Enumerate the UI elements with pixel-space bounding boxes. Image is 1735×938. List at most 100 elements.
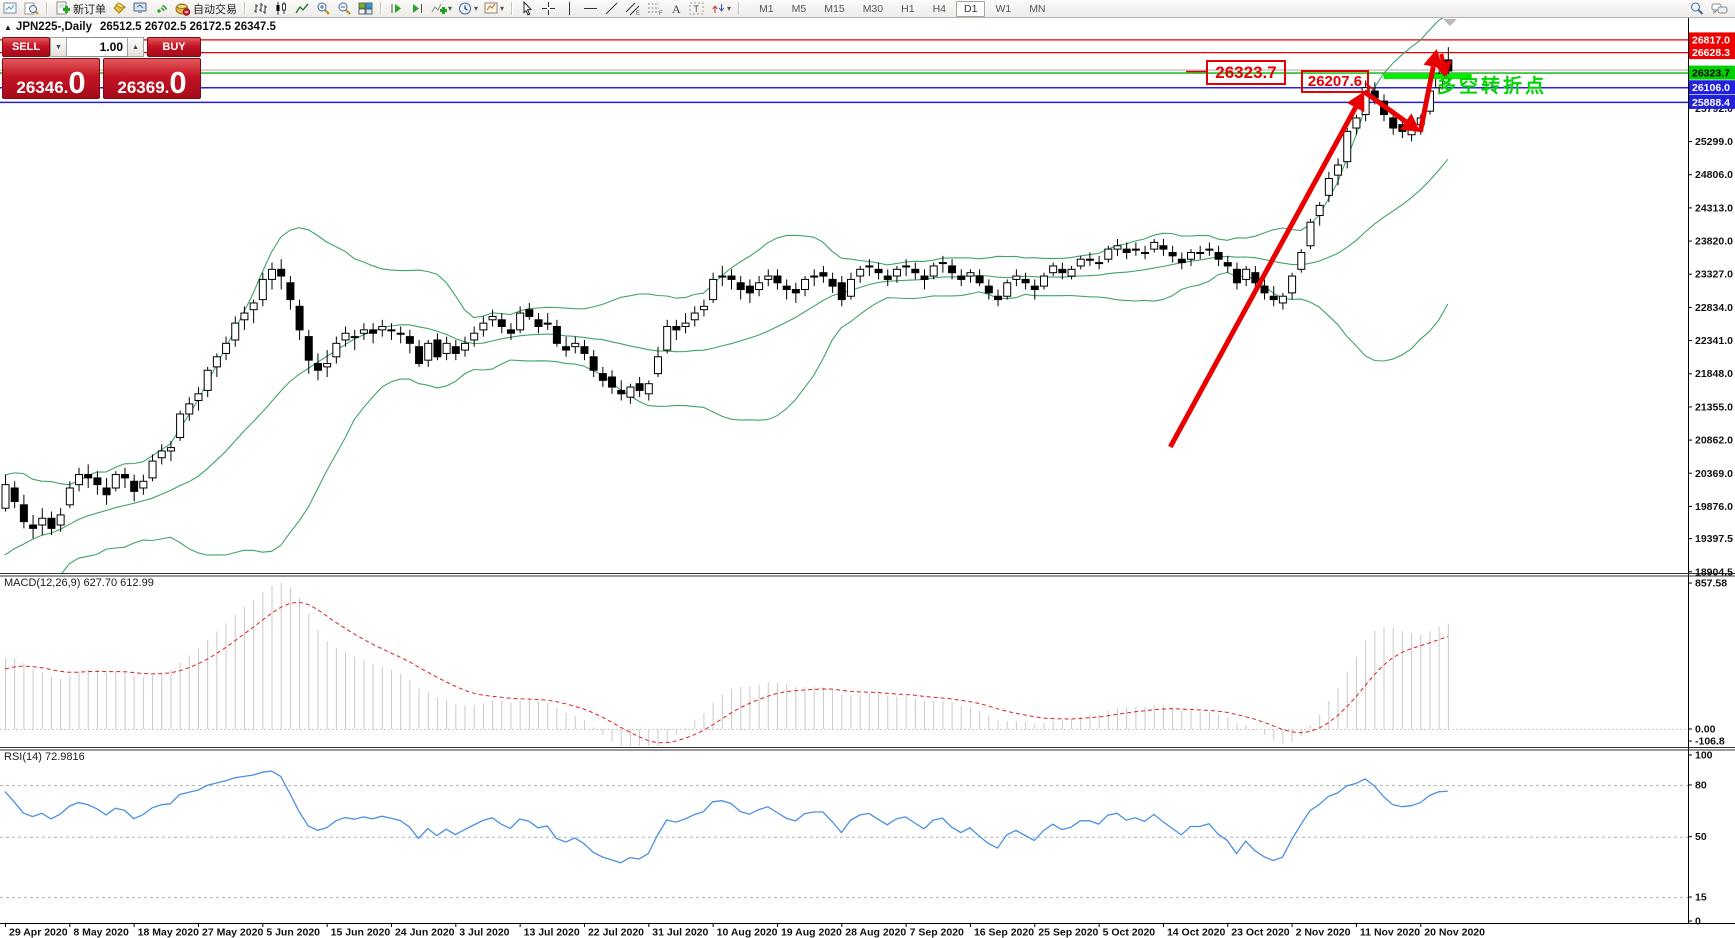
svg-text:19876.0: 19876.0	[1695, 501, 1733, 513]
channel-tool-icon[interactable]: E	[622, 1, 644, 17]
candle	[892, 268, 901, 277]
text-label-tool-icon[interactable]: T	[686, 1, 708, 17]
candle	[479, 322, 488, 331]
chart-shift-marker[interactable]	[1443, 19, 1457, 26]
timeframe-W1[interactable]: W1	[995, 2, 1012, 15]
volume-decrease-button[interactable]: ▼	[50, 37, 67, 57]
search-icon[interactable]	[1686, 1, 1708, 17]
timeframe-H4[interactable]: H4	[932, 2, 946, 15]
price-label-box-26323[interactable]: 26323.7	[1206, 60, 1286, 85]
candle	[157, 450, 166, 459]
crosshair-tool-icon[interactable]	[538, 1, 559, 17]
buy-button[interactable]: BUY	[147, 37, 201, 57]
price-label-box-26207[interactable]: 26207.6	[1301, 70, 1369, 93]
candle	[1030, 285, 1039, 291]
buy-price[interactable]: 26369. 0	[103, 58, 201, 99]
candle	[534, 319, 543, 328]
candle	[1260, 285, 1269, 294]
candle	[828, 278, 837, 287]
candle	[102, 487, 111, 496]
svg-text:0.00: 0.00	[1695, 724, 1716, 736]
trendline-tool-icon[interactable]	[601, 1, 622, 17]
volume-increase-button[interactable]: ▲	[127, 37, 144, 57]
candle	[562, 346, 571, 351]
candle	[1168, 251, 1177, 257]
candle	[1113, 245, 1122, 250]
trend-arrow[interactable]	[1362, 89, 1408, 124]
trend-arrow[interactable]	[1168, 106, 1358, 449]
timeframe-H1[interactable]: H1	[901, 2, 915, 15]
dropdown-caret-icon: ▾	[500, 4, 505, 13]
autotrading-button[interactable]: 自动交易	[172, 1, 240, 17]
candle	[10, 487, 19, 502]
line-chart-icon[interactable]	[292, 1, 313, 17]
candle	[415, 346, 424, 365]
candle	[966, 272, 975, 277]
arrows-tool-icon[interactable]: ▾	[708, 1, 734, 17]
toolbar-right-icons	[1686, 1, 1735, 17]
candle	[1352, 117, 1361, 129]
terminal-icon[interactable]	[130, 1, 151, 17]
collapse-icon[interactable]: ▲	[4, 23, 12, 32]
styler-icon[interactable]	[109, 1, 130, 17]
candle	[304, 336, 313, 361]
svg-text:25 Sep 2020: 25 Sep 2020	[1038, 927, 1098, 938]
candle	[571, 342, 580, 348]
volume-input[interactable]	[67, 37, 127, 57]
vertical-line-tool-icon[interactable]	[559, 1, 580, 17]
dropdown-caret-icon: ▾	[474, 4, 479, 13]
svg-text:24806.0: 24806.0	[1695, 169, 1733, 181]
candle	[19, 504, 28, 523]
periods-icon[interactable]: ▾	[455, 1, 481, 17]
cursor-tool-icon[interactable]	[517, 1, 538, 17]
trend-arrow[interactable]	[1417, 66, 1436, 133]
candle	[699, 305, 708, 311]
tile-windows-icon[interactable]	[355, 1, 376, 17]
timeframe-M15[interactable]: M15	[824, 2, 845, 15]
candle	[801, 278, 810, 291]
svg-text:15: 15	[1695, 892, 1707, 904]
candle	[1223, 262, 1232, 267]
trend-arrow-head	[1399, 113, 1421, 133]
dropdown-caret-icon: ▾	[727, 4, 732, 13]
charts-panel-icon[interactable]	[0, 1, 21, 17]
new-order-button[interactable]: 新订单	[52, 1, 109, 17]
sell-button[interactable]: SELL	[2, 37, 50, 57]
candle	[396, 332, 405, 335]
candle	[837, 282, 846, 301]
timeframe-MN[interactable]: MN	[1029, 2, 1046, 15]
candle	[506, 329, 515, 334]
bar-chart-icon[interactable]	[250, 1, 271, 17]
zoom-in-icon[interactable]	[313, 1, 334, 17]
indicators-icon[interactable]: ▾	[428, 1, 455, 17]
timeframe-D1[interactable]: D1	[956, 0, 986, 17]
fibonacci-tool-icon[interactable]: F	[644, 1, 666, 17]
timeframe-M30[interactable]: M30	[862, 2, 884, 15]
bollinger-middle-band	[4, 158, 1449, 556]
auto-scroll-icon[interactable]	[386, 1, 407, 17]
zoom-out-icon[interactable]	[334, 1, 355, 17]
candle	[984, 285, 993, 294]
candlestick-chart-icon[interactable]	[271, 1, 292, 17]
signals-icon[interactable]	[151, 1, 172, 17]
svg-text:80: 80	[1695, 780, 1707, 792]
horizontal-line-tool-icon[interactable]	[580, 1, 601, 17]
candle	[1187, 251, 1196, 260]
sell-price[interactable]: 26346. 0	[2, 58, 100, 99]
text-tool-icon[interactable]: A	[666, 1, 686, 17]
candle	[1242, 268, 1251, 280]
separator	[380, 2, 382, 15]
candle	[277, 268, 286, 277]
candle	[249, 302, 258, 311]
chart-preview-icon[interactable]	[21, 1, 42, 17]
turning-point-note[interactable]: 多空转折点	[1437, 76, 1548, 97]
trend-arrow[interactable]	[1439, 53, 1445, 63]
candle	[497, 319, 506, 328]
chat-icon[interactable]	[1708, 1, 1731, 17]
chart-shift-icon[interactable]	[407, 1, 428, 17]
timeframe-M1[interactable]: M1	[759, 2, 774, 15]
templates-icon[interactable]: ▾	[481, 1, 507, 17]
timeframe-M5[interactable]: M5	[791, 2, 807, 15]
candle	[470, 332, 479, 341]
